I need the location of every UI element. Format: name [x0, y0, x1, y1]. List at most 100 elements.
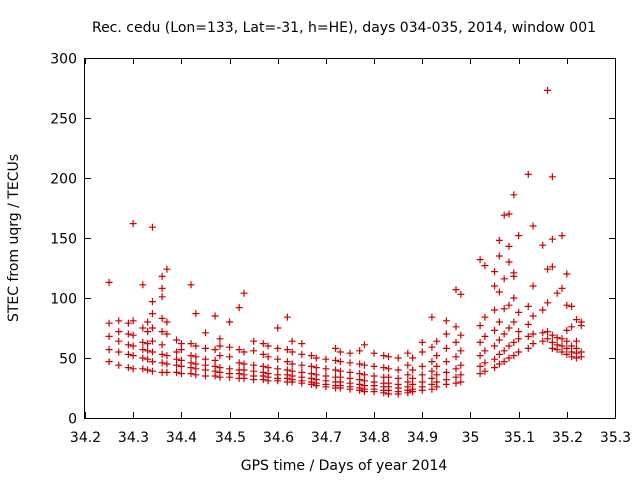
data-point [404, 371, 412, 379]
data-point [322, 372, 330, 380]
data-point [264, 364, 272, 372]
data-point [563, 326, 571, 334]
data-point [370, 372, 378, 380]
data-point [274, 355, 282, 363]
x-tick-label: 34.2 [70, 430, 101, 446]
data-point [491, 364, 499, 372]
data-point [115, 361, 123, 369]
data-point [240, 348, 248, 356]
data-point [336, 348, 344, 356]
data-point [298, 368, 306, 376]
data-points [105, 86, 585, 398]
data-point [226, 343, 234, 351]
data-point [529, 222, 537, 230]
data-point [139, 338, 147, 346]
data-point [563, 344, 571, 352]
data-point [524, 302, 532, 310]
data-point [312, 371, 320, 379]
data-point [442, 344, 450, 352]
data-point [481, 332, 489, 340]
data-point [250, 367, 258, 375]
data-point [144, 318, 152, 326]
data-point [148, 298, 156, 306]
data-point [360, 377, 368, 385]
data-point [322, 365, 330, 373]
data-point [515, 232, 523, 240]
data-point [264, 370, 272, 378]
data-point [505, 342, 513, 350]
data-point [404, 361, 412, 369]
data-point [500, 358, 508, 366]
x-tick-label: 35.2 [552, 430, 583, 446]
data-point [173, 348, 181, 356]
data-point [240, 360, 248, 368]
data-point [544, 299, 552, 307]
data-point [115, 317, 123, 325]
data-point [452, 353, 460, 361]
x-tick-label: 34.4 [166, 430, 197, 446]
data-point [216, 352, 224, 360]
data-point [548, 173, 556, 181]
data-point [105, 319, 113, 327]
data-point [264, 353, 272, 361]
data-point [264, 342, 272, 350]
data-point [553, 289, 561, 297]
data-point [442, 368, 450, 376]
data-point [452, 365, 460, 373]
data-point [356, 347, 364, 355]
data-point [452, 379, 460, 387]
data-point [312, 364, 320, 372]
data-point [539, 337, 547, 345]
data-point [385, 379, 393, 387]
data-point [187, 370, 195, 378]
x-tick-label: 35.3 [600, 430, 631, 446]
data-point [553, 334, 561, 342]
data-point [360, 341, 368, 349]
data-point [476, 362, 484, 370]
data-point [452, 286, 460, 294]
y-axis-ticks: 0 50 100 150 200 250 300 [50, 52, 615, 428]
data-point [544, 86, 552, 94]
data-point [563, 350, 571, 358]
data-point [346, 349, 354, 357]
data-point [216, 364, 224, 372]
data-point [457, 371, 465, 379]
data-point [558, 284, 566, 292]
data-point [457, 331, 465, 339]
data-point [428, 374, 436, 382]
y-tick-label: 300 [50, 52, 77, 68]
data-point [558, 335, 566, 343]
data-point [433, 371, 441, 379]
data-point [312, 354, 320, 362]
x-tick-label: 34.3 [118, 430, 149, 446]
data-point [385, 353, 393, 361]
data-point [298, 361, 306, 369]
data-point [192, 371, 200, 379]
data-point [163, 265, 171, 273]
data-point [428, 358, 436, 366]
data-point [404, 349, 412, 357]
data-point [524, 170, 532, 178]
data-point [544, 328, 552, 336]
data-point [201, 344, 209, 352]
data-point [495, 288, 503, 296]
data-point [192, 342, 200, 350]
data-point [187, 359, 195, 367]
data-point [346, 368, 354, 376]
data-point [491, 342, 499, 350]
data-point [476, 370, 484, 378]
data-point [495, 252, 503, 260]
data-point [235, 346, 243, 354]
data-point [158, 293, 166, 301]
data-point [274, 371, 282, 379]
data-point [442, 376, 450, 384]
data-point [298, 340, 306, 348]
data-point [307, 362, 315, 370]
data-point [495, 336, 503, 344]
data-point [250, 337, 258, 345]
data-point [433, 362, 441, 370]
data-point [409, 374, 417, 382]
data-point [158, 284, 166, 292]
data-point [510, 269, 518, 277]
data-point [129, 331, 137, 339]
